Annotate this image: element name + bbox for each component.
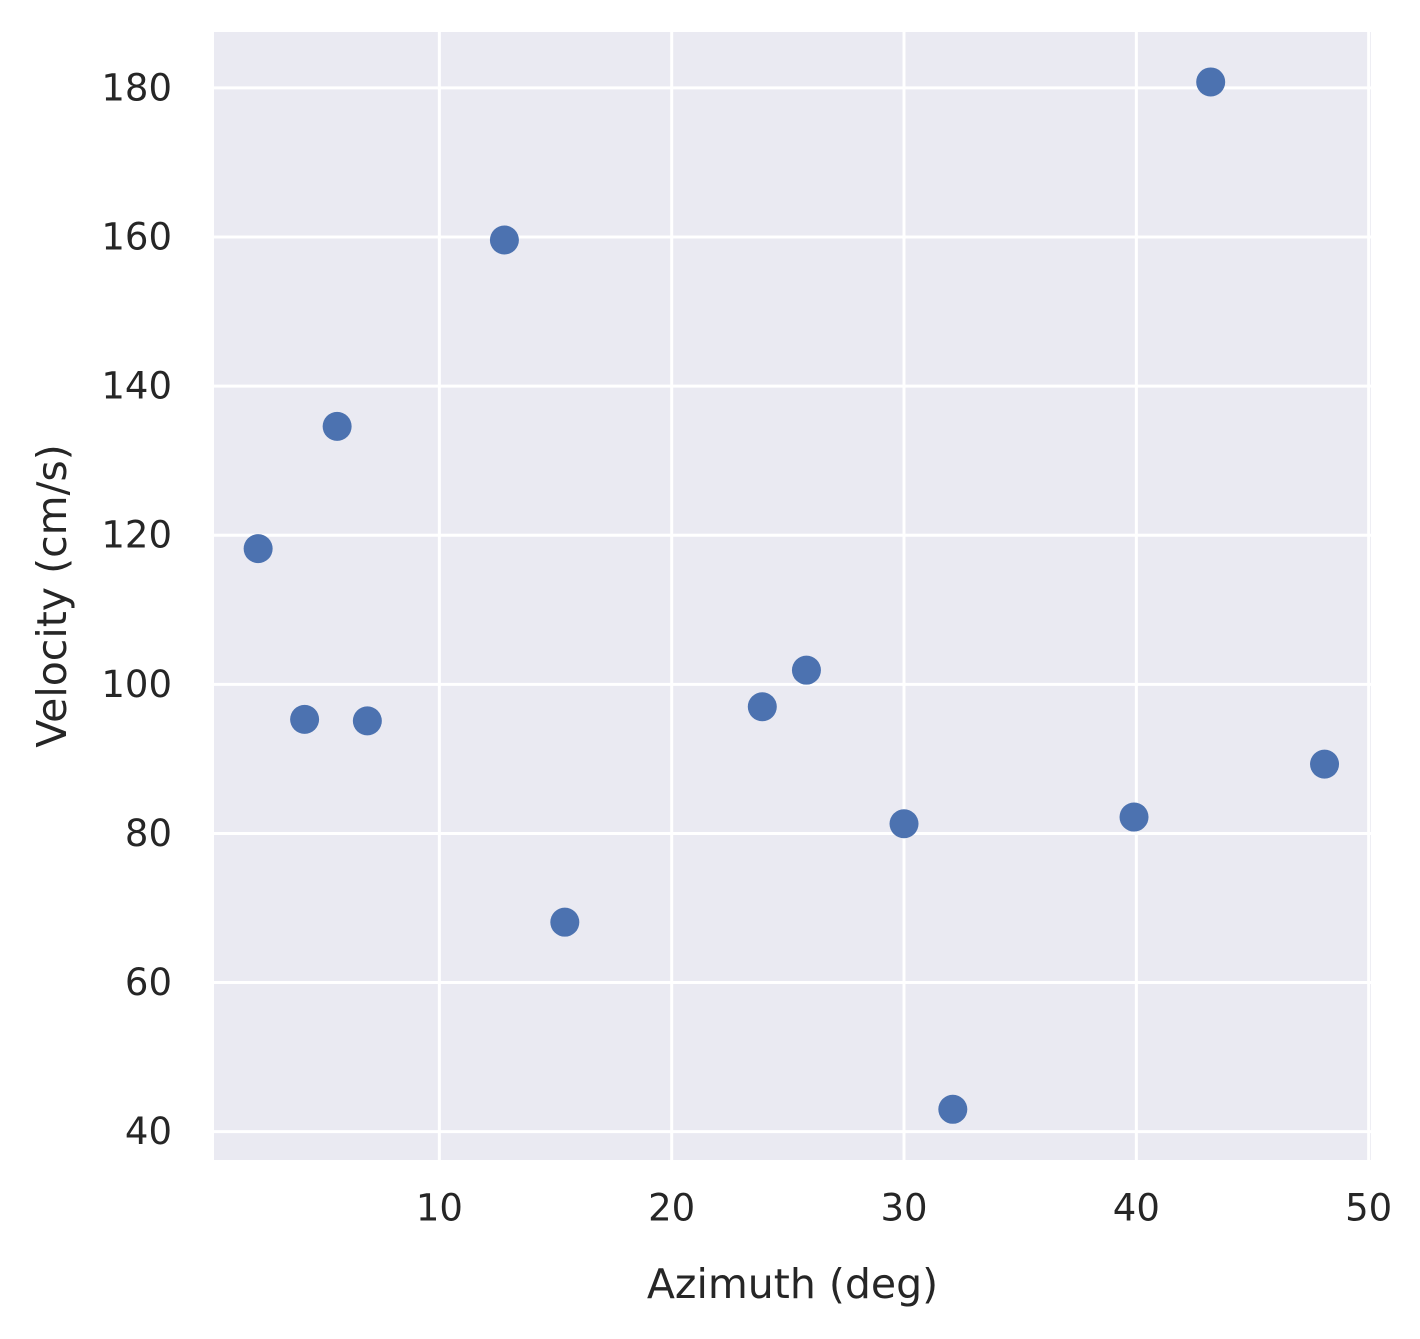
data-point [290,704,320,734]
x-tick-label: 50 [1345,1187,1392,1230]
data-point [243,534,273,564]
y-tick-label: 60 [125,961,172,1004]
plot-area [214,32,1371,1160]
data-points [243,67,1340,1124]
y-tick-label: 120 [101,514,172,557]
data-point [1196,67,1226,97]
data-point [791,655,821,685]
y-tick-label: 80 [125,812,172,855]
data-point [747,692,777,722]
data-point [550,907,580,937]
data-point [352,706,382,736]
y-axis-ticks: 40 60 80 100 120 140 160 180 [101,66,172,1153]
y-tick-label: 180 [101,66,172,109]
y-tick-label: 160 [101,216,172,259]
x-axis-label: Azimuth (deg) [647,1260,938,1308]
x-tick-label: 30 [880,1187,927,1230]
y-tick-label: 140 [101,365,172,408]
y-tick-label: 40 [125,1110,172,1153]
x-tick-label: 20 [648,1187,695,1230]
data-point [889,809,919,839]
data-point [1310,749,1340,779]
data-point [938,1094,968,1124]
y-axis-label: Velocity (cm/s) [28,444,76,748]
data-point [1119,802,1149,832]
data-point [489,225,519,255]
x-tick-label: 10 [416,1187,463,1230]
x-tick-label: 40 [1113,1187,1160,1230]
gridlines [214,32,1371,1160]
y-tick-label: 100 [101,663,172,706]
data-point [322,411,352,441]
x-axis-ticks: 10 20 30 40 50 [416,1187,1392,1230]
